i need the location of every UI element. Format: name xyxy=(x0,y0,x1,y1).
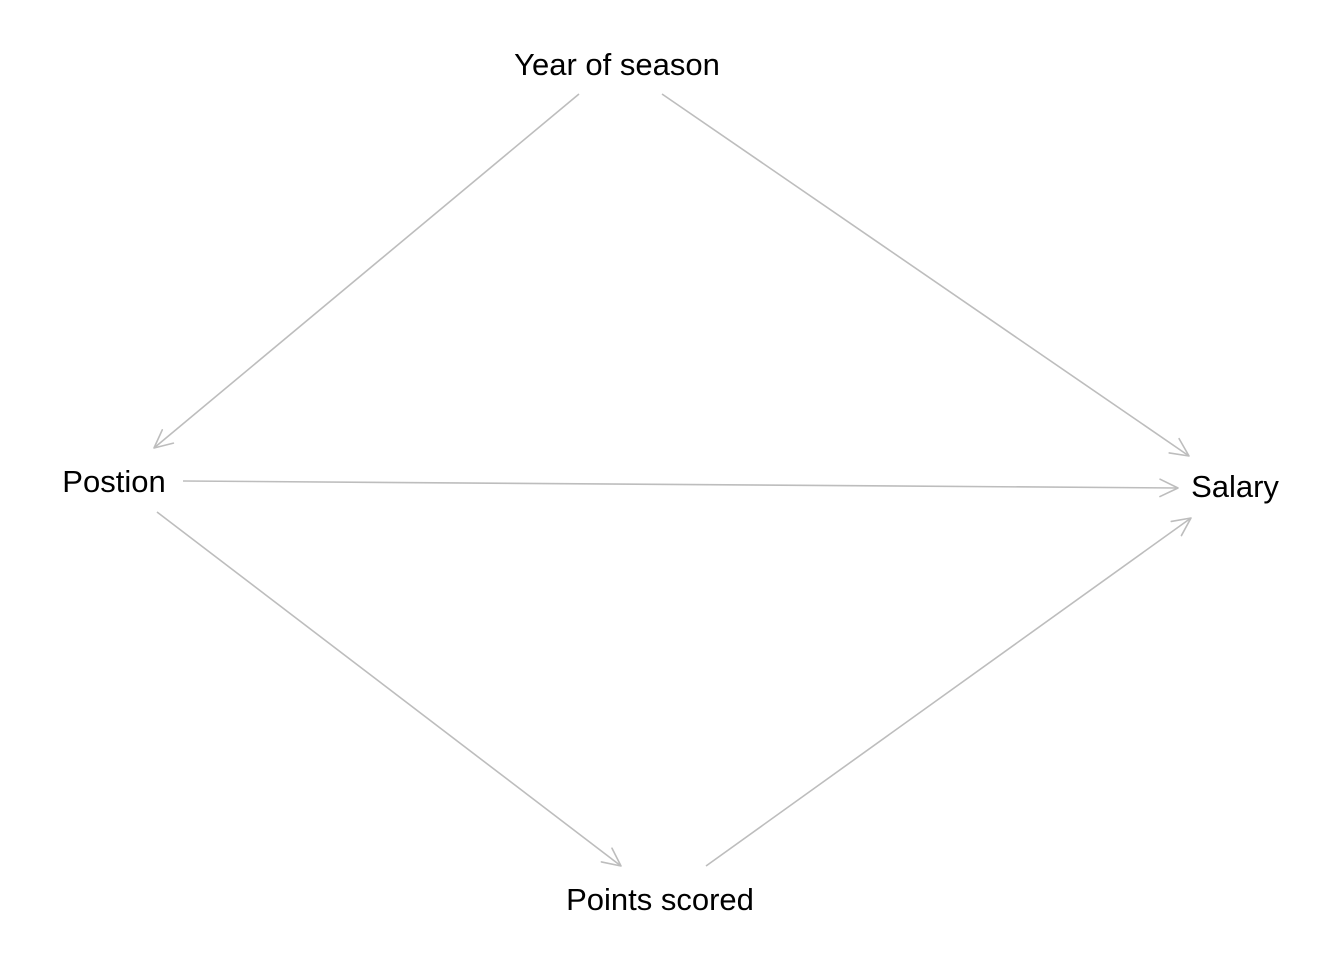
arrowhead-position-to-points xyxy=(600,847,622,867)
edge-year-to-position xyxy=(153,93,580,449)
edge-position-to-salary xyxy=(182,480,1179,489)
arrowhead-position-to-salary xyxy=(1159,478,1179,498)
arrowhead-year-to-position xyxy=(153,428,175,449)
arrowhead-year-to-salary xyxy=(1168,437,1190,457)
node-points-scored: Points scored xyxy=(566,882,754,917)
edge-position-to-points xyxy=(156,511,622,867)
edge-year-to-salary xyxy=(661,93,1190,457)
node-salary: Salary xyxy=(1191,469,1279,504)
edges-group xyxy=(153,93,1192,867)
edge-points-to-salary xyxy=(705,517,1192,867)
node-year-of-season: Year of season xyxy=(514,47,720,82)
arrowhead-points-to-salary xyxy=(1170,517,1192,537)
nodes-group: Year of season Postion Salary Points sco… xyxy=(62,47,1279,917)
node-position: Postion xyxy=(62,464,165,499)
